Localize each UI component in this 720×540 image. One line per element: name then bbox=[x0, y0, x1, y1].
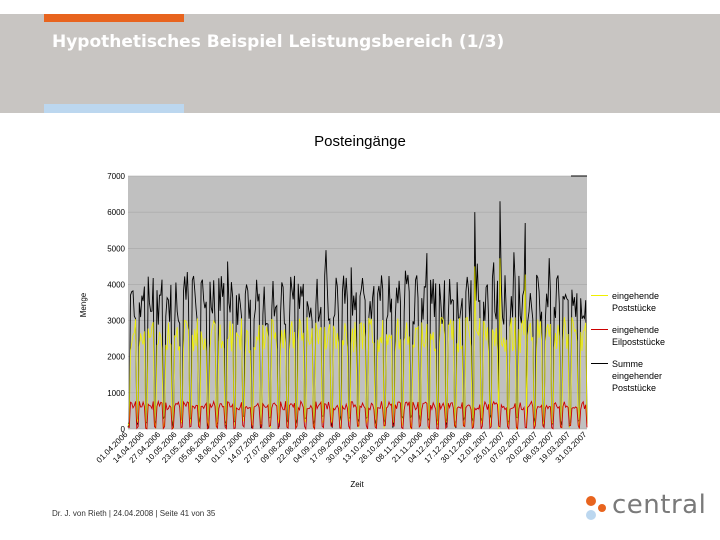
legend-swatch-eil bbox=[591, 329, 608, 330]
y-tick-label: 6000 bbox=[107, 208, 125, 217]
y-tick-label: 3000 bbox=[107, 317, 125, 326]
y-axis-label: Menge bbox=[79, 292, 88, 317]
y-tick-label: 5000 bbox=[107, 244, 125, 253]
y-tick-label: 2000 bbox=[107, 353, 125, 362]
legend-sum: Summe eingehender Poststücke bbox=[612, 359, 663, 393]
header-band bbox=[0, 14, 720, 113]
chart-title: Posteingänge bbox=[314, 133, 406, 150]
y-tick-label: 0 bbox=[121, 425, 126, 434]
accent-bar-orange bbox=[44, 14, 184, 22]
legend-post: eingehende Poststücke bbox=[612, 291, 660, 313]
logo-text: central bbox=[612, 490, 707, 520]
series-line-eil bbox=[127, 399, 588, 431]
x-axis-label: Zeit bbox=[350, 480, 364, 489]
logo-icon bbox=[586, 496, 606, 520]
accent-bar-blue bbox=[44, 104, 184, 113]
y-tick-label: 1000 bbox=[107, 389, 125, 398]
central-logo: central bbox=[580, 490, 710, 526]
slide-title: Hypothetisches Beispiel Leistungsbereich… bbox=[52, 32, 505, 52]
footer-text: Dr. J. von Rieth | 24.04.2008 | Seite 41… bbox=[52, 509, 216, 518]
y-tick-label: 4000 bbox=[107, 280, 125, 289]
legend-eil: eingehende Eilpoststücke bbox=[612, 325, 666, 347]
legend-swatch-post bbox=[591, 295, 608, 296]
legend-swatch-sum bbox=[591, 363, 608, 364]
y-tick-label: 7000 bbox=[107, 172, 125, 181]
